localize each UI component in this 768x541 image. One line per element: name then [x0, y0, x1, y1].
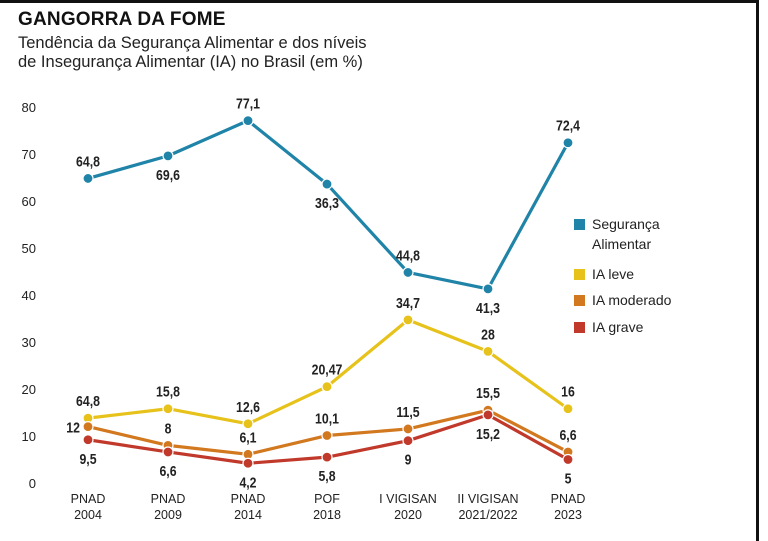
data-label: 28: [481, 326, 495, 342]
data-label: 69,6: [156, 167, 180, 183]
x-tick-label: 2023: [554, 508, 582, 522]
data-label: 16: [561, 384, 575, 400]
legend-label: IA leve: [592, 266, 634, 282]
legend-label: Alimentar: [592, 236, 651, 252]
legend-swatch: [574, 322, 585, 333]
data-point: [162, 403, 174, 415]
data-label: 36,3: [315, 195, 339, 211]
data-point: [402, 423, 414, 435]
data-point: [402, 435, 414, 447]
data-label: 64,8: [76, 393, 100, 409]
data-label: 4,2: [239, 474, 256, 490]
y-tick-label: 60: [22, 194, 36, 209]
legend-label: Segurança: [592, 216, 660, 232]
data-label: 6,1: [239, 429, 256, 445]
subtitle-line-2: de Insegurança Alimentar (IA) no Brasil …: [18, 53, 363, 71]
y-tick-label: 50: [22, 241, 36, 256]
data-point: [402, 266, 414, 279]
data-point: [482, 283, 494, 295]
data-point: [82, 434, 94, 446]
x-tick-label: PNAD: [231, 492, 266, 506]
y-tick-label: 20: [22, 382, 36, 397]
x-tick-label: PNAD: [71, 492, 106, 506]
data-label: 15,2: [476, 426, 500, 442]
data-label: 5: [565, 470, 572, 486]
data-label: 20,47: [312, 362, 343, 378]
data-label: 9,5: [79, 451, 96, 467]
y-tick-label: 0: [29, 476, 36, 491]
data-point: [321, 178, 333, 190]
x-tick-label: II VIGISAN: [457, 492, 518, 506]
x-tick-label: 2009: [154, 508, 182, 522]
legend-label: IA moderado: [592, 292, 672, 308]
x-tick-label: 2004: [74, 508, 102, 522]
data-label: 15,8: [156, 384, 180, 400]
x-tick-label: 2020: [394, 508, 422, 522]
data-label: 34,7: [396, 295, 420, 311]
chart-subtitle: Tendência da Segurança Alimentar e dos n…: [18, 34, 458, 72]
x-tick-label: 2018: [313, 508, 341, 522]
data-point: [82, 172, 94, 185]
data-label: 77,1: [236, 96, 260, 112]
x-tick-label: PNAD: [151, 492, 186, 506]
data-point: [82, 421, 94, 433]
data-point: [162, 150, 174, 162]
data-point: [321, 451, 333, 463]
data-point: [321, 381, 333, 393]
x-tick-label: POF: [314, 492, 340, 506]
data-label: 10,1: [315, 410, 339, 426]
chart-title: GANGORRA DA FOME: [18, 9, 226, 30]
data-point: [242, 457, 254, 469]
data-point: [482, 345, 494, 357]
x-tick-label: 2014: [234, 508, 262, 522]
legend-swatch: [574, 295, 585, 306]
data-point: [402, 314, 414, 326]
data-point: [162, 446, 174, 458]
data-label: 5,8: [318, 468, 335, 484]
data-label: 15,5: [476, 385, 500, 401]
subtitle-line-1: Tendência da Segurança Alimentar e dos n…: [18, 34, 367, 52]
data-point: [321, 429, 333, 442]
legend-label: IA grave: [592, 319, 644, 335]
data-label: 12: [66, 419, 80, 435]
legend-swatch: [574, 219, 585, 230]
data-label: 8: [165, 420, 172, 436]
data-label: 11,5: [396, 404, 420, 420]
data-label: 6,6: [159, 463, 176, 479]
data-point: [562, 453, 574, 466]
legend-swatch: [574, 269, 585, 280]
y-tick-label: 70: [22, 147, 36, 162]
data-label: 64,8: [76, 153, 100, 169]
data-label: 72,4: [556, 118, 580, 134]
y-tick-label: 80: [22, 100, 36, 115]
x-tick-label: I VIGISAN: [379, 492, 437, 506]
data-point: [242, 418, 254, 430]
data-label: 41,3: [476, 300, 500, 316]
data-point: [242, 115, 254, 127]
data-point: [562, 403, 574, 415]
data-label: 6,6: [559, 427, 576, 443]
x-tick-label: PNAD: [551, 492, 586, 506]
y-tick-label: 30: [22, 335, 36, 350]
data-label: 9: [405, 452, 412, 468]
y-tick-label: 10: [22, 429, 36, 444]
x-tick-label: 2021/2022: [458, 508, 517, 522]
data-label: 44,8: [396, 247, 420, 263]
data-point: [482, 409, 494, 421]
data-label: 12,6: [236, 399, 260, 415]
y-tick-label: 40: [22, 288, 36, 303]
data-point: [562, 137, 574, 149]
